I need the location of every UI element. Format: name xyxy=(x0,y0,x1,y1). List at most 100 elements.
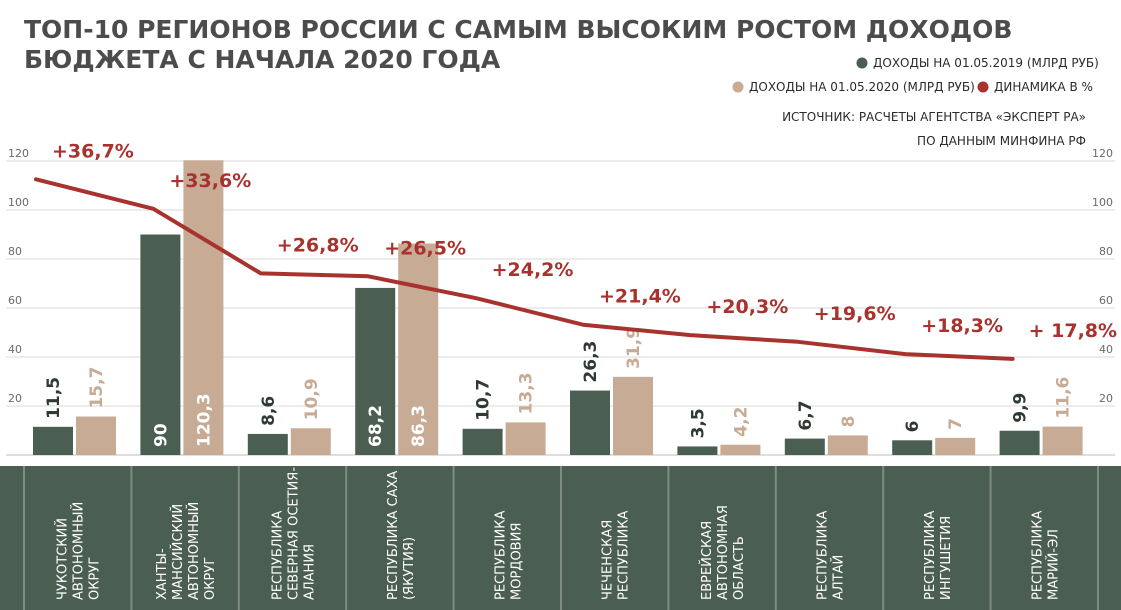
category-label: РЕСПУБЛИКА САХА xyxy=(386,471,401,600)
category-label: АВТОНОМНЫЙ xyxy=(186,502,202,600)
bar-2019 xyxy=(784,438,825,455)
growth-label: +20,3% xyxy=(706,296,788,318)
value-label-2020: 7 xyxy=(946,418,966,430)
bar-2020 xyxy=(1042,426,1083,455)
category-label: МАРИЙ-ЭЛ xyxy=(1045,529,1061,600)
bar-2019 xyxy=(140,234,181,455)
value-label-2020: 10,9 xyxy=(302,378,322,420)
bar-2020 xyxy=(505,422,546,455)
value-label-2020: 11,6 xyxy=(1054,377,1074,419)
value-label-2019: 11,5 xyxy=(44,377,64,419)
category-band: ЧУКОТСКИЙ АВТОНОМНЫЙ ОКРУГ ХАНТЫ- МАНСИЙСКИЙ… xyxy=(0,466,1121,610)
value-label-2019: 6 xyxy=(903,420,923,432)
category-label: РЕСПУБЛИКА xyxy=(617,511,632,600)
value-label-2020: 31,9 xyxy=(624,327,644,369)
legend: ДОХОДЫ НА 01.05.2019 (МЛРД РУБ) ДОХОДЫ Н… xyxy=(732,56,1099,94)
value-label-2019: 68,2 xyxy=(366,405,386,447)
category-label: АЛТАЙ xyxy=(831,555,847,600)
bars: 11,5 15,7 90 120,3 8,6 10,9 68,2 86,3 10,7 13,3 26… xyxy=(33,160,1083,455)
category-label: РЕСПУБЛИКА xyxy=(493,511,508,600)
value-label-2019: 9,9 xyxy=(1011,393,1031,423)
category-label: ЧЕЧЕНСКАЯ xyxy=(601,520,616,600)
chart-subtitle: БЮДЖЕТА С НАЧАЛА 2020 ГОДА xyxy=(24,45,501,74)
value-label-2020: 86,3 xyxy=(409,405,429,447)
y-tick-label-left: 40 xyxy=(8,343,22,356)
source-line-2: ПО ДАННЫМ МИНФИНА РФ xyxy=(917,134,1086,148)
source-line-1: ИСТОЧНИК: РАСЧЕТЫ АГЕНТСТВА «ЭКСПЕРТ РА» xyxy=(782,110,1086,124)
bar-2020 xyxy=(76,416,116,455)
bar-2020 xyxy=(613,376,653,455)
category-label: РЕСПУБЛИКА xyxy=(271,511,286,600)
value-label-2020: 4,2 xyxy=(731,407,751,437)
category-label: АВТОНОМНАЯ xyxy=(716,505,731,600)
value-label-2020: 8 xyxy=(839,416,859,428)
bar-2019 xyxy=(33,426,73,455)
category-label: МОРДОВИЯ xyxy=(509,523,524,600)
category-label: ИНГУШЕТИЯ xyxy=(939,516,954,600)
bar-2019 xyxy=(355,287,396,455)
y-tick-label-right: 20 xyxy=(1099,392,1113,405)
value-label-2019: 3,5 xyxy=(688,408,708,438)
category-label: ОКРУГ xyxy=(88,557,103,600)
bar-2019 xyxy=(999,430,1040,455)
growth-label: +26,8% xyxy=(277,234,359,256)
category-label: ОБЛАСТЬ xyxy=(732,536,747,600)
y-tick-label-right: 60 xyxy=(1099,294,1113,307)
category-label: ОКРУГ xyxy=(203,557,218,600)
category-label: ЕВРЕЙСКАЯ xyxy=(699,521,715,600)
y-tick-label-right: 120 xyxy=(1092,147,1113,160)
bar-2019 xyxy=(247,433,288,455)
bar-2019 xyxy=(892,440,933,455)
category-label: ЧУКОТСКИЙ xyxy=(55,518,71,600)
legend-label-growth: ДИНАМИКА В % xyxy=(994,80,1093,94)
bar-2019 xyxy=(677,446,718,455)
bar-2020 xyxy=(935,437,976,455)
growth-label: + 17,8% xyxy=(1029,320,1117,342)
category-label: РЕСПУБЛИКА xyxy=(1030,511,1045,600)
growth-label: +18,3% xyxy=(921,315,1003,337)
category-label: АЛАНИЯ xyxy=(303,544,318,600)
value-label-2019: 26,3 xyxy=(581,341,601,383)
growth-label: +24,2% xyxy=(492,259,574,281)
category-label: АВТОНОМНЫЙ xyxy=(71,502,87,600)
growth-line-layer: +36,7% +33,6% +26,8% +26,5% +24,2% +21,4% +20,… xyxy=(34,140,1117,361)
growth-label: +36,7% xyxy=(52,140,134,162)
value-label-2019: 8,6 xyxy=(259,396,279,426)
legend-marker-2020 xyxy=(732,81,744,93)
value-label-2019: 6,7 xyxy=(796,400,816,430)
value-label-2020: 13,3 xyxy=(517,372,537,414)
value-label-2020: 120,3 xyxy=(194,393,214,447)
y-tick-label-left: 100 xyxy=(8,196,29,209)
growth-label: +26,5% xyxy=(384,237,466,259)
bar-2020 xyxy=(827,435,868,455)
value-label-2019: 90 xyxy=(151,423,171,447)
bar-2020 xyxy=(720,444,761,455)
legend-label-2020: ДОХОДЫ НА 01.05.2020 (МЛРД РУБ) xyxy=(749,80,975,94)
bar-2019 xyxy=(462,428,503,455)
category-label: ХАНТЫ- xyxy=(155,548,170,600)
category-label: РЕСПУБЛИКА xyxy=(923,511,938,600)
y-tick-label-left: 120 xyxy=(8,147,29,160)
y-tick-label-right: 40 xyxy=(1099,343,1113,356)
y-tick-label-left: 60 xyxy=(8,294,22,307)
category-label: СЕВЕРНАЯ ОСЕТИЯ- xyxy=(287,467,302,600)
bar-2019 xyxy=(570,390,610,455)
value-label-2020: 15,7 xyxy=(87,367,107,409)
bar-2020 xyxy=(183,160,224,455)
category-label: РЕСПУБЛИКА xyxy=(816,511,831,600)
bar-2020 xyxy=(290,428,331,455)
category-label: МАНСИЙСКИЙ xyxy=(170,504,186,600)
y-tick-label-right: 100 xyxy=(1092,196,1113,209)
legend-marker-2019 xyxy=(856,57,868,69)
growth-label: +21,4% xyxy=(599,286,681,308)
value-label-2019: 10,7 xyxy=(474,379,494,421)
growth-line xyxy=(34,177,1015,361)
legend-label-2019: ДОХОДЫ НА 01.05.2019 (МЛРД РУБ) xyxy=(873,56,1099,70)
bar-2020 xyxy=(398,243,439,455)
y-tick-label-left: 80 xyxy=(8,245,22,258)
y-axis-ticks: 20 20 40 40 60 60 80 80 100 100 120 120 xyxy=(8,147,1113,405)
growth-label: +19,6% xyxy=(814,303,896,325)
y-tick-label-left: 20 xyxy=(8,392,22,405)
